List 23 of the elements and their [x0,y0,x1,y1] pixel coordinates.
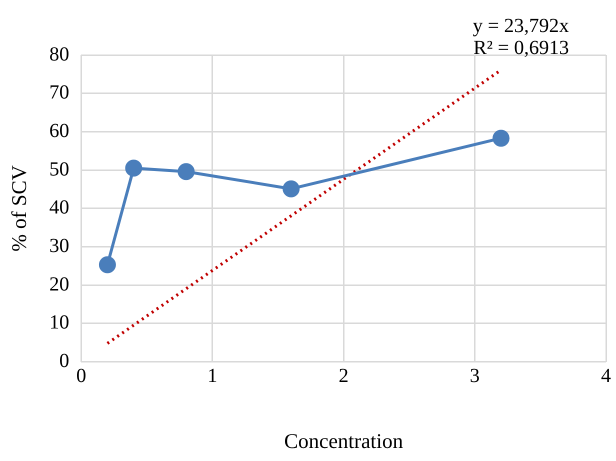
point [492,130,510,147]
y-tick-label: 10 [49,312,70,334]
text: y = 23,792x [472,15,569,37]
point [178,163,195,180]
y-tick-label: 50 [49,158,70,180]
x-axis-title: Concentration [284,428,404,453]
y-tick-label: 80 [49,43,70,66]
annotation: R² = 0,6913 [473,37,569,59]
x-tick-label: 4 [601,365,611,388]
point [98,256,116,274]
y-tick-label: 0 [59,350,70,372]
y-tick-label: 20 [49,273,70,296]
y-tick-label: 40 [49,196,70,219]
y-tick-label: 70 [49,82,70,104]
x-tick-label: 1 [207,365,218,388]
x-tick-label: 3 [470,365,480,388]
x-tick-label: 0 [76,365,86,388]
point [125,160,142,177]
y-tick-label: 60 [49,120,70,142]
x-tick-label: 2 [338,365,349,388]
y-axis-title: % of SCV [7,165,32,252]
point [282,180,300,198]
y-tick-label: 30 [49,235,70,257]
